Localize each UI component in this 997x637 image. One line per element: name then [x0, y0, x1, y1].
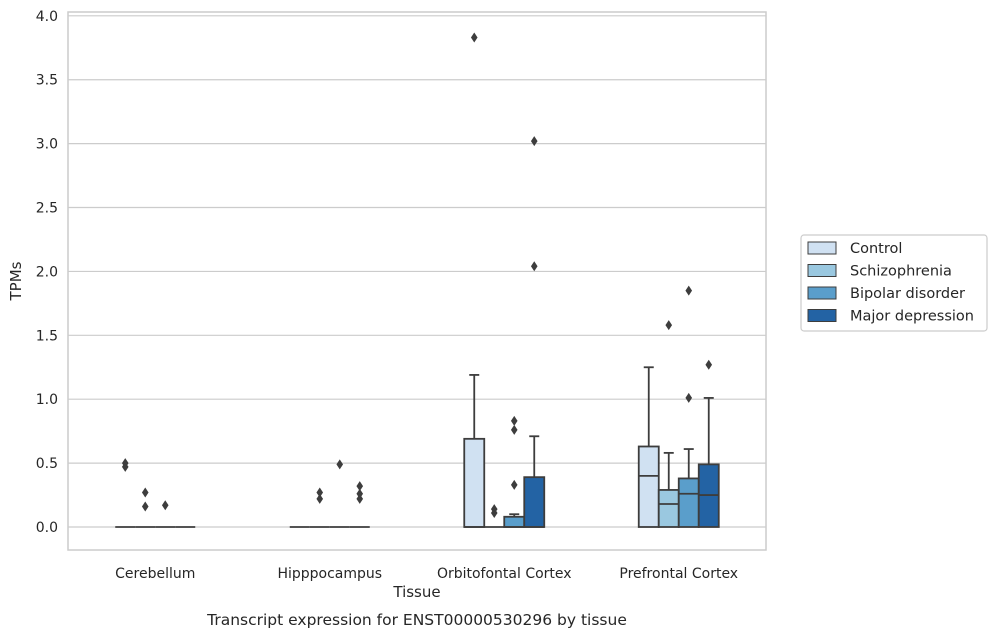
y-tick-label: 1.5: [36, 328, 58, 344]
outlier-point: [685, 285, 693, 296]
legend: Control Schizophrenia Bipolar disorder Majo…: [800, 234, 988, 332]
y-axis-label: TPMs: [7, 261, 25, 301]
box-prefrontal-cortex-schizophrenia: [657, 320, 680, 528]
outlier-point: [530, 136, 538, 147]
outlier-point: [121, 458, 129, 469]
y-tick-label: 3.5: [36, 73, 58, 89]
y-tick-label: 3.0: [36, 137, 58, 153]
box-prefrontal-cortex-control: [637, 366, 660, 528]
box-hipppocampus-bipolar-disorder: [329, 459, 350, 528]
box-orbitofontal-cortex-control: [463, 32, 486, 528]
outlier-point: [510, 415, 518, 426]
x-tick-labels: Cerebellum Hipppocampus Orbitofontal Corte…: [115, 566, 738, 582]
outlier-point: [530, 261, 538, 272]
outlier-point: [665, 320, 673, 331]
outlier-point: [490, 504, 498, 515]
y-tick-label: 4.0: [36, 9, 58, 25]
x-axis-label: Tissue: [392, 583, 440, 601]
box-orbitofontal-cortex-bipolar-disorder: [503, 415, 526, 528]
outlier-point: [356, 488, 364, 499]
box-prefrontal-cortex-major-depression: [697, 359, 720, 528]
legend-label-bipolar-disorder: Bipolar disorder: [850, 286, 965, 302]
box-iqr: [503, 515, 526, 528]
plot-frame: [67, 11, 767, 551]
outlier-point: [141, 487, 149, 498]
legend-label-schizophrenia: Schizophrenia: [850, 264, 952, 280]
x-tick-label: Orbitofontal Cortex: [437, 566, 572, 582]
outlier-point: [510, 424, 518, 435]
legend-frame: [800, 234, 988, 332]
box-iqr: [523, 476, 546, 528]
box-layer: [115, 32, 720, 528]
y-tick-label: 0.5: [36, 456, 58, 472]
box-iqr: [637, 445, 660, 528]
y-tick-labels: 0.0 0.5 1.0 1.5 2.0 2.5 3.0 3.5 4.0: [36, 9, 58, 536]
legend-label-control: Control: [850, 241, 902, 257]
legend-label-major-depression: Major depression: [850, 309, 974, 325]
outlier-point: [161, 500, 169, 511]
outlier-point: [510, 479, 518, 490]
box-prefrontal-cortex-bipolar-disorder: [677, 285, 700, 528]
box-hipppocampus-schizophrenia: [309, 487, 330, 528]
outlier-point: [316, 487, 324, 498]
box-orbitofontal-cortex-schizophrenia: [484, 504, 505, 528]
legend-swatch-major-depression: [807, 309, 837, 322]
x-tick-label: Hipppocampus: [277, 566, 382, 582]
outlier-point: [336, 459, 344, 470]
legend-swatch-bipolar-disorder: [807, 286, 837, 300]
box-iqr: [677, 477, 700, 528]
y-tick-label: 2.5: [36, 201, 58, 217]
box-iqr: [657, 489, 680, 528]
box-hipppocampus-major-depression: [349, 481, 370, 528]
legend-swatch-control: [807, 241, 837, 255]
y-tick-label: 0.0: [36, 520, 58, 536]
outlier-point: [705, 359, 713, 370]
y-tick-label: 2.0: [36, 264, 58, 280]
box-cerebellum-schizophrenia: [135, 487, 156, 528]
x-tick-label: Prefrontal Cortex: [619, 566, 738, 582]
chart-caption: Transcript expression for ENST0000053029…: [206, 611, 627, 629]
box-cerebellum-control: [115, 458, 136, 528]
outlier-point: [141, 501, 149, 512]
box-cerebellum-bipolar-disorder: [155, 500, 176, 528]
box-orbitofontal-cortex-major-depression: [523, 136, 546, 528]
outlier-point: [356, 481, 364, 492]
outlier-point: [316, 493, 324, 504]
grid-layer: [68, 15, 766, 528]
x-tick-label: Cerebellum: [115, 566, 195, 582]
y-tick-label: 1.0: [36, 392, 58, 408]
outlier-point: [685, 392, 693, 403]
box-iqr: [463, 437, 486, 528]
outlier-point: [470, 32, 478, 43]
outlier-point: [356, 493, 364, 504]
legend-swatch-schizophrenia: [807, 264, 837, 277]
